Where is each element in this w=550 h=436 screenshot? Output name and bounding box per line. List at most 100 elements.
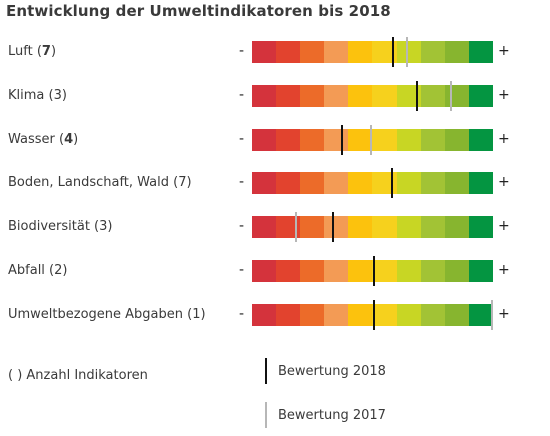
indicator-row: Klima (3) - + bbox=[0, 81, 550, 111]
marker-2018 bbox=[341, 125, 343, 155]
scale-segment bbox=[348, 216, 373, 238]
marker-2018 bbox=[373, 300, 375, 330]
scale-segment bbox=[468, 216, 493, 238]
marker-2017 bbox=[491, 300, 493, 330]
indicator-count-close: ) bbox=[62, 263, 68, 278]
scale-segment bbox=[276, 41, 301, 63]
scale-segment bbox=[252, 85, 277, 107]
indicator-count-close: ) bbox=[73, 132, 79, 147]
indicator-count: 4 bbox=[64, 132, 74, 147]
scale-min-label: - bbox=[239, 218, 245, 234]
scale-segment bbox=[300, 85, 325, 107]
scale-segment bbox=[252, 304, 277, 326]
scale-segment bbox=[420, 172, 445, 194]
scale-segment bbox=[300, 41, 325, 63]
marker-2017 bbox=[295, 212, 297, 242]
scale-segment bbox=[348, 260, 373, 282]
scale-segment bbox=[468, 41, 493, 63]
scale-segment bbox=[324, 41, 349, 63]
indicator-count: 3 bbox=[53, 88, 62, 103]
scale-segment bbox=[468, 304, 493, 326]
scale-segment bbox=[444, 172, 469, 194]
scale-segment bbox=[396, 260, 421, 282]
rating-scale-bar bbox=[252, 300, 493, 330]
scale-segment bbox=[252, 129, 277, 151]
scale-segment bbox=[324, 85, 349, 107]
scale-max-label: + bbox=[498, 87, 510, 103]
scale-segment bbox=[348, 172, 373, 194]
scale-segment bbox=[300, 172, 325, 194]
marker-2017 bbox=[370, 125, 372, 155]
scale-segment bbox=[372, 172, 397, 194]
scale-segment bbox=[372, 216, 397, 238]
marker-2018 bbox=[416, 81, 418, 111]
indicator-label: Wasser (4) bbox=[8, 132, 78, 147]
scale-segment bbox=[276, 129, 301, 151]
scale-segment bbox=[444, 216, 469, 238]
legend-marker-2018 bbox=[265, 358, 267, 384]
rating-scale-bar bbox=[252, 81, 493, 111]
scale-segment bbox=[372, 260, 397, 282]
marker-2018 bbox=[391, 168, 393, 198]
indicator-row: Luft (7) - + bbox=[0, 37, 550, 67]
legend-label-2018: Bewertung 2018 bbox=[278, 364, 386, 379]
indicator-label: Biodiversität (3) bbox=[8, 219, 113, 234]
indicator-name: Umweltbezogene Abgaben ( bbox=[8, 307, 193, 322]
rating-scale-bar bbox=[252, 212, 493, 242]
indicator-count-close: ) bbox=[186, 175, 192, 190]
marker-2018 bbox=[332, 212, 334, 242]
indicator-row: Umweltbezogene Abgaben (1) - + bbox=[0, 300, 550, 330]
legend-count-note: ( ) Anzahl Indikatoren bbox=[8, 368, 148, 383]
scale-max-label: + bbox=[498, 306, 510, 322]
scale-segment bbox=[324, 172, 349, 194]
scale-segment bbox=[276, 216, 301, 238]
rating-scale-bar bbox=[252, 37, 493, 67]
indicator-name: Wasser ( bbox=[8, 132, 65, 147]
scale-segment bbox=[252, 216, 277, 238]
scale-segment bbox=[396, 85, 421, 107]
scale-segment bbox=[420, 216, 445, 238]
scale-segment bbox=[348, 129, 373, 151]
scale-segment bbox=[468, 129, 493, 151]
scale-segment bbox=[252, 41, 277, 63]
marker-2017 bbox=[450, 81, 452, 111]
legend-label-2017: Bewertung 2017 bbox=[278, 408, 386, 423]
scale-segment bbox=[396, 304, 421, 326]
scale-min-label: - bbox=[239, 87, 245, 103]
scale-segment bbox=[324, 304, 349, 326]
scale-segment bbox=[252, 172, 277, 194]
indicator-count-close: ) bbox=[50, 44, 57, 59]
scale-segment bbox=[348, 85, 373, 107]
scale-segment bbox=[444, 260, 469, 282]
chart-title: Entwicklung der Umweltindikatoren bis 20… bbox=[6, 2, 391, 20]
indicator-label: Luft (7) bbox=[8, 44, 56, 59]
indicator-row: Wasser (4) - + bbox=[0, 125, 550, 155]
indicator-name: Abfall ( bbox=[8, 263, 55, 278]
indicator-count: 3 bbox=[99, 219, 108, 234]
indicator-row: Biodiversität (3) - + bbox=[0, 212, 550, 242]
scale-segment bbox=[420, 41, 445, 63]
indicator-count: 1 bbox=[192, 307, 201, 322]
scale-min-label: - bbox=[239, 262, 245, 278]
scale-segment bbox=[420, 129, 445, 151]
scale-segment bbox=[372, 129, 397, 151]
rating-scale-bar bbox=[252, 256, 493, 286]
scale-min-label: - bbox=[239, 306, 245, 322]
indicator-count-close: ) bbox=[200, 307, 206, 322]
scale-max-label: + bbox=[498, 131, 510, 147]
scale-segment bbox=[396, 216, 421, 238]
scale-segment bbox=[348, 304, 373, 326]
scale-segment bbox=[396, 41, 421, 63]
scale-segment bbox=[372, 85, 397, 107]
legend-marker-2017 bbox=[265, 402, 267, 428]
indicator-name: Boden, Landschaft, Wald ( bbox=[8, 175, 179, 190]
rating-scale-bar bbox=[252, 125, 493, 155]
scale-segment bbox=[324, 216, 349, 238]
indicator-label: Boden, Landschaft, Wald (7) bbox=[8, 175, 192, 190]
scale-segment bbox=[444, 129, 469, 151]
scale-max-label: + bbox=[498, 218, 510, 234]
scale-segment bbox=[396, 172, 421, 194]
scale-segment bbox=[444, 85, 469, 107]
scale-segment bbox=[444, 304, 469, 326]
scale-segment bbox=[420, 260, 445, 282]
